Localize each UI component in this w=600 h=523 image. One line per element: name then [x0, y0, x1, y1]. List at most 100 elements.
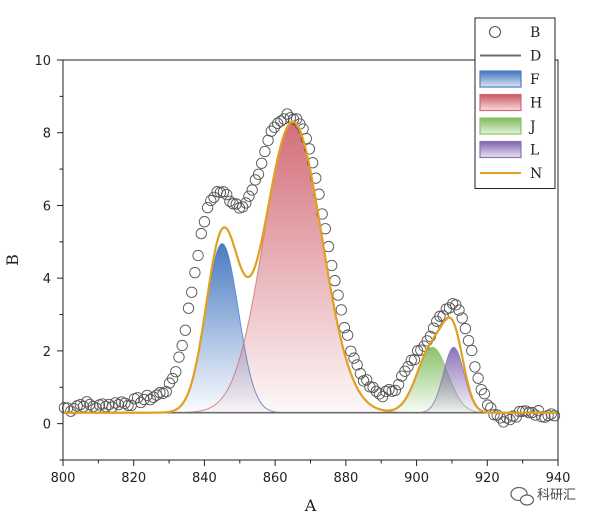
data-point-B: [316, 208, 328, 220]
data-point-B: [402, 360, 414, 373]
x-tick-label: 880: [333, 471, 358, 486]
fit-line: [63, 120, 558, 414]
watermark-text: 科研汇: [537, 488, 576, 503]
data-point-B: [84, 398, 96, 411]
data-point-B: [256, 157, 268, 169]
data-point-B: [189, 266, 201, 279]
data-point-B: [166, 372, 179, 385]
x-axis-title: A: [304, 496, 317, 515]
peak-J-fill: [368, 347, 497, 413]
wechat-icon: [510, 486, 535, 506]
data-point-B: [459, 323, 472, 335]
data-point-B: [141, 389, 153, 402]
data-point-B: [103, 398, 115, 411]
data-point-B: [74, 398, 86, 411]
data-point-B: [186, 286, 198, 298]
data-point-B: [157, 387, 169, 399]
data-point-B: [532, 405, 545, 417]
data-point-B: [122, 399, 134, 412]
legend-label-F: F: [530, 72, 540, 88]
data-point-B: [310, 172, 322, 184]
data-point-B: [329, 275, 341, 287]
data-point-B: [456, 312, 468, 324]
data-point-B: [144, 393, 156, 406]
data-point-B: [160, 385, 172, 398]
data-point-B: [195, 227, 207, 240]
data-point-B: [179, 324, 191, 336]
legend-label-J: J: [528, 119, 536, 135]
data-point-B: [198, 216, 211, 228]
data-point-B: [252, 168, 265, 180]
data-point-B: [240, 197, 252, 209]
data-point-B: [109, 397, 121, 409]
data-point-B: [488, 409, 500, 421]
y-tick-label: 4: [43, 272, 51, 287]
data-point-B: [176, 339, 188, 352]
data-point-B: [475, 383, 487, 396]
data-point-B: [224, 195, 236, 207]
data-point-B: [265, 125, 277, 137]
x-tick-label: 900: [404, 471, 429, 486]
legend-swatch-H: [479, 93, 522, 112]
y-axis-title: B: [3, 254, 22, 266]
data-point-B: [249, 174, 261, 186]
data-point-B: [453, 304, 465, 316]
legend-swatch-B: [488, 25, 502, 39]
data-point-B: [332, 289, 344, 301]
data-point-B: [345, 345, 357, 357]
data-point-B: [434, 310, 446, 322]
legend-label-L: L: [530, 143, 539, 159]
y-tick-label: 8: [43, 127, 51, 142]
data-point-B: [306, 157, 319, 169]
data-point-B: [341, 329, 354, 341]
y-tick-label: 6: [43, 199, 51, 214]
peak-fills: [153, 121, 497, 414]
legend-label-N: N: [530, 166, 542, 182]
x-tick-label: 940: [546, 471, 571, 486]
data-point-B: [361, 374, 373, 386]
data-point-B: [65, 405, 77, 417]
data-point-B: [348, 352, 360, 364]
data-point-B: [275, 115, 287, 127]
data-point-B: [236, 201, 249, 213]
y-tick-label: 10: [34, 54, 51, 69]
legend-swatch-F: [479, 70, 522, 88]
x-tick-label: 840: [192, 471, 217, 486]
x-tick-label: 800: [51, 471, 76, 486]
legend-swatch-L: [479, 140, 522, 159]
data-point-B: [478, 388, 491, 400]
axis-ticks: 800 820 840 860 880 900 920 940 0 2 4 6 8 10: [34, 54, 570, 486]
data-point-B: [259, 145, 271, 158]
x-tick-label: 820: [121, 471, 146, 486]
y-tick-label: 0: [43, 418, 51, 433]
legend-label-D: D: [530, 49, 541, 65]
data-point-B: [466, 344, 478, 357]
data-point-B: [192, 249, 204, 262]
data-point-B: [481, 399, 494, 411]
data-point-B: [243, 190, 255, 202]
data-point-B: [246, 184, 258, 196]
legend-label-H: H: [530, 96, 542, 112]
data-point-B: [389, 384, 402, 397]
data-point-B: [271, 117, 284, 129]
data-point-B: [354, 368, 366, 380]
data-point-B: [504, 413, 516, 426]
data-point-B: [383, 383, 395, 396]
peak-H-fill: [171, 121, 415, 413]
data-point-B: [472, 372, 484, 384]
legend-swatch-J: [479, 117, 522, 135]
peak-L-fill: [410, 347, 497, 413]
data-point-B: [548, 410, 561, 422]
data-point-B: [112, 398, 125, 411]
data-point-B: [380, 385, 392, 398]
x-tick-label: 860: [263, 471, 288, 486]
series-N-line: [63, 120, 558, 414]
x-tick-label: 920: [475, 471, 500, 486]
data-point-B: [373, 388, 386, 400]
data-point-B: [367, 381, 379, 394]
data-point-B: [545, 408, 557, 420]
y-tick-label: 2: [43, 345, 51, 360]
data-point-B: [170, 366, 182, 378]
